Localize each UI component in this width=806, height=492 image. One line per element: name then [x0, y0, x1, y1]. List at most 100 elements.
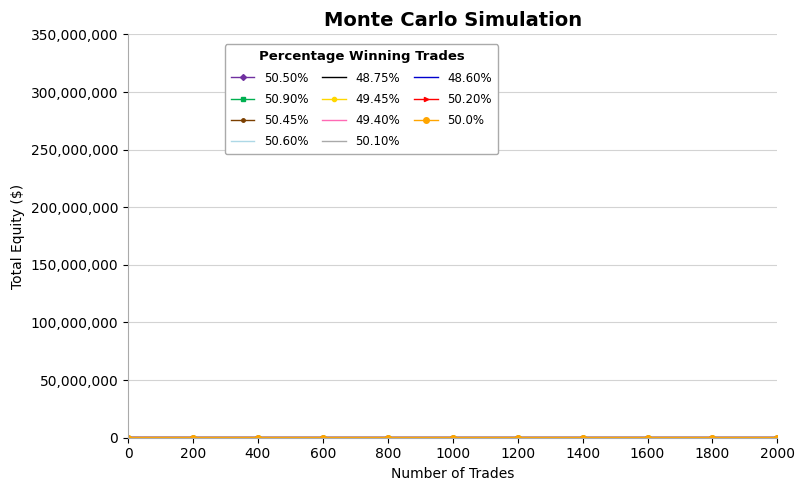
50.60%: [658, 434, 667, 440]
50.50%: [127, 434, 136, 440]
Line: 50.90%: 50.90%: [126, 435, 779, 440]
48.75%: [513, 434, 523, 440]
50.90%: [158, 434, 168, 440]
50.20%: [658, 434, 667, 440]
50.60%: [159, 434, 168, 440]
50.0%: [773, 434, 783, 440]
50.60%: [773, 434, 783, 440]
50.90%: [181, 434, 191, 440]
50.60%: [138, 434, 147, 440]
48.60%: [773, 434, 783, 440]
50.20%: [773, 434, 783, 440]
Line: 50.20%: 50.20%: [126, 435, 779, 440]
50.90%: [773, 434, 783, 440]
49.40%: [142, 434, 152, 440]
48.60%: [181, 434, 191, 440]
49.45%: [138, 434, 147, 440]
50.90%: [658, 434, 667, 440]
48.60%: [513, 434, 523, 440]
50.45%: [138, 434, 147, 440]
50.60%: [181, 434, 191, 440]
49.45%: [250, 434, 260, 440]
50.50%: [181, 434, 191, 440]
48.60%: [720, 434, 729, 440]
50.20%: [513, 434, 523, 440]
50.50%: [123, 434, 133, 440]
Y-axis label: Total Equity ($): Total Equity ($): [11, 184, 25, 289]
48.75%: [773, 434, 783, 440]
50.0%: [159, 434, 168, 440]
48.75%: [365, 434, 375, 440]
49.45%: [123, 434, 133, 440]
49.40%: [123, 434, 133, 440]
50.20%: [365, 434, 375, 440]
48.60%: [126, 434, 135, 440]
48.75%: [127, 434, 137, 440]
49.45%: [181, 434, 191, 440]
49.40%: [365, 434, 375, 440]
50.50%: [773, 434, 783, 440]
49.45%: [365, 434, 375, 440]
50.60%: [365, 434, 375, 440]
49.40%: [773, 434, 783, 440]
50.45%: [123, 434, 133, 440]
48.75%: [123, 434, 133, 440]
50.0%: [513, 434, 523, 440]
50.20%: [159, 434, 168, 440]
49.45%: [158, 434, 168, 440]
48.75%: [159, 434, 168, 440]
49.45%: [513, 434, 523, 440]
50.10%: [131, 434, 141, 440]
48.60%: [159, 434, 168, 440]
50.45%: [773, 434, 783, 440]
48.75%: [772, 434, 782, 440]
49.40%: [772, 434, 782, 440]
48.75%: [138, 434, 147, 440]
50.90%: [513, 434, 523, 440]
50.10%: [658, 434, 667, 440]
Line: 50.50%: 50.50%: [126, 435, 779, 440]
50.50%: [159, 434, 168, 440]
49.40%: [138, 434, 147, 440]
Line: 49.45%: 49.45%: [126, 435, 779, 440]
49.45%: [773, 434, 783, 440]
49.40%: [159, 434, 168, 440]
49.40%: [513, 434, 523, 440]
49.45%: [658, 434, 667, 440]
50.0%: [365, 434, 375, 440]
50.0%: [136, 434, 146, 440]
49.40%: [181, 434, 191, 440]
50.10%: [123, 434, 133, 440]
50.10%: [513, 434, 523, 440]
50.60%: [725, 434, 735, 440]
50.45%: [513, 434, 523, 440]
X-axis label: Number of Trades: Number of Trades: [391, 467, 514, 481]
50.50%: [365, 434, 375, 440]
50.90%: [123, 434, 133, 440]
Legend: 50.50%, 50.90%, 50.45%, 50.60%, 48.75%, 49.45%, 49.40%, 50.10%, 48.60%, 50.20%, : 50.50%, 50.90%, 50.45%, 50.60%, 48.75%, …: [225, 44, 498, 154]
50.45%: [158, 434, 168, 440]
49.45%: [754, 434, 763, 440]
48.60%: [123, 434, 133, 440]
50.50%: [513, 434, 523, 440]
50.10%: [138, 434, 147, 440]
50.45%: [160, 434, 169, 440]
48.60%: [658, 434, 667, 440]
50.0%: [123, 434, 133, 440]
49.40%: [658, 434, 667, 440]
50.60%: [513, 434, 523, 440]
50.0%: [658, 434, 667, 440]
48.60%: [138, 434, 147, 440]
48.75%: [658, 434, 667, 440]
50.0%: [771, 434, 780, 440]
50.50%: [138, 434, 147, 440]
50.50%: [658, 434, 667, 440]
50.20%: [770, 434, 779, 440]
50.10%: [765, 434, 775, 440]
50.0%: [138, 434, 147, 440]
50.10%: [773, 434, 783, 440]
Line: 50.45%: 50.45%: [125, 434, 781, 441]
50.60%: [123, 434, 133, 440]
50.45%: [181, 434, 191, 440]
50.10%: [365, 434, 375, 440]
